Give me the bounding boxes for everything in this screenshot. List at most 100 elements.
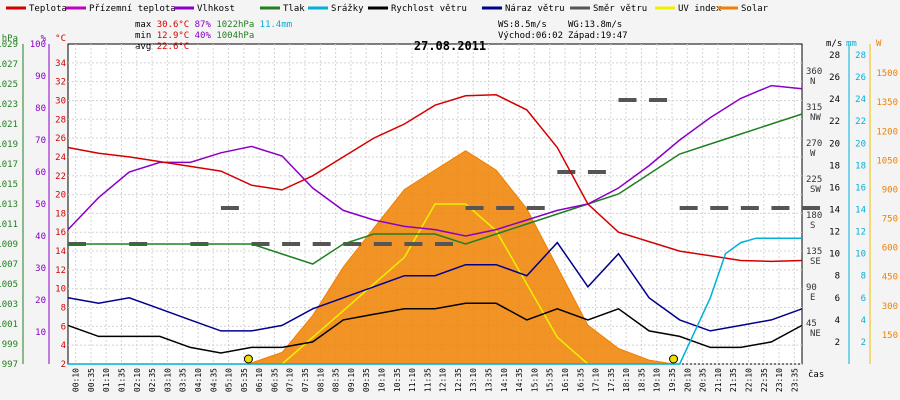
humidity-axis-tick: 70 (35, 136, 46, 146)
x-tick-label: 15:10 (530, 368, 539, 392)
temperature-axis-tick: 14 (55, 247, 66, 257)
x-tick-label: 15:35 (546, 368, 555, 392)
wind-axis-tick: 18 (829, 161, 840, 171)
series-wind-direction-mark (526, 206, 545, 210)
rain-axis-tick: 4 (861, 316, 866, 326)
x-tick-label: 13:10 (469, 368, 478, 392)
humidity-axis-tick: 100 (30, 40, 46, 50)
series-wind-direction-mark (404, 242, 423, 246)
x-tick-label: 09:10 (347, 368, 356, 392)
legend-label: Srážky (331, 4, 364, 14)
stats-max: max 30.6°C 87% 1022hPa 11.4mm (135, 20, 292, 30)
temperature-axis-tick: 16 (55, 228, 66, 238)
solar-axis-tick: 900 (882, 185, 898, 195)
x-axis-unit: čas (808, 369, 824, 380)
x-tick-label: 22:35 (760, 368, 769, 392)
temperature-axis-tick: 4 (61, 341, 66, 351)
legend-label: Náraz větru (505, 4, 565, 14)
x-tick-label: 12:10 (439, 368, 448, 392)
direction-tick: 360 (806, 67, 822, 77)
legend-label: Rychlost větru (391, 4, 467, 14)
stats-block: max 30.6°C 87% 1022hPa 11.4mm min 12.9°C… (135, 20, 628, 52)
stat-wind-gust: WG:13.8m/s (568, 20, 622, 30)
solar-axis-tick: 600 (882, 244, 898, 254)
series-wind-direction-mark (710, 206, 729, 210)
x-tick-label: 03:10 (163, 368, 172, 392)
x-tick-label: 18:10 (622, 368, 631, 392)
pressure-axis-tick: 997 (2, 360, 18, 370)
wind-axis-tick: 26 (829, 73, 840, 83)
legend: Teplota Přízemní teplota Vlhkost Tlak Srážky… (6, 4, 769, 14)
x-tick-label: 07:10 (286, 368, 295, 392)
x-tick-label: 06:10 (255, 368, 264, 392)
humidity-axis-tick: 20 (35, 296, 46, 306)
legend-label: Přízemní teplota (89, 4, 176, 14)
x-tick-label: 04:35 (209, 368, 218, 392)
temperature-axis-tick: 18 (55, 209, 66, 219)
series-wind-direction-mark (251, 242, 270, 246)
direction-label: E (810, 293, 815, 303)
sunrise-marker (243, 354, 253, 364)
series-solar (248, 150, 674, 365)
x-tick-label: 11:10 (408, 368, 417, 392)
legend-label: Teplota (29, 4, 67, 14)
solar-axis-tick: 1050 (876, 156, 898, 166)
wind-axis-tick: 2 (835, 338, 840, 348)
direction-tick: 270 (806, 139, 822, 149)
legend-label: Tlak (283, 4, 305, 14)
direction-tick: 315 (806, 103, 822, 113)
x-tick-label: 23:35 (790, 368, 799, 392)
x-tick-label: 16:35 (576, 368, 585, 392)
rain-axis-tick: 8 (861, 272, 866, 282)
pressure-axis-tick: 1029 (0, 40, 18, 50)
temperature-axis-tick: 24 (55, 153, 66, 163)
wind-axis-unit: m/s (826, 39, 842, 49)
series-wind-direction-mark (435, 242, 453, 246)
series-wind-direction-mark (618, 98, 637, 102)
x-tick-label: 02:10 (133, 368, 142, 392)
humidity-axis-tick: 60 (35, 168, 46, 178)
pressure-axis-tick: 1027 (0, 60, 18, 70)
humidity-axis-tick: 90 (35, 72, 46, 82)
x-tick-label: 00:35 (87, 368, 96, 392)
direction-tick: 225 (806, 175, 822, 185)
series-wind-direction-mark (587, 170, 606, 174)
temperature-axis-tick: 12 (55, 266, 66, 276)
series-wind-direction-mark (282, 242, 301, 246)
wind-axis-tick: 20 (829, 139, 840, 149)
temperature-axis-tick: 26 (55, 134, 66, 144)
direction-label: SW (810, 185, 821, 195)
stats-min: min 12.9°C 40% 1004hPa (135, 31, 254, 41)
rain-axis-tick: 28 (855, 51, 866, 61)
solar-axis-tick: 750 (882, 215, 898, 225)
legend-label: Solar (741, 4, 769, 14)
x-tick-label: 23:10 (775, 368, 784, 392)
series-pressure (68, 113, 803, 265)
wind-axis-tick: 16 (829, 183, 840, 193)
legend-label: Vlhkost (197, 4, 235, 14)
wind-axis-tick: 24 (829, 95, 840, 105)
rain-axis-tick: 26 (855, 73, 866, 83)
series-wind-direction-mark (496, 206, 515, 210)
temperature-axis-tick: 30 (55, 96, 66, 106)
x-axis: 00:10 00:35 01:10 01:35 02:10 02:35 03:10 03:35… (72, 368, 825, 392)
x-tick-label: 22:10 (744, 368, 753, 392)
series-wind-direction-mark (557, 170, 576, 174)
x-tick-label: 07:35 (301, 368, 310, 392)
series-uv-index (281, 203, 589, 365)
humidity-axis-tick: 50 (35, 200, 46, 210)
x-tick-label: 10:10 (377, 368, 386, 392)
x-tick-label: 04:10 (194, 368, 203, 392)
solar-axis-tick: 1500 (876, 69, 898, 79)
series-wind-direction-mark (465, 206, 484, 210)
left-axes: hPa9979991001100310051007100910111013101… (0, 34, 66, 370)
stats-avg: avg 22.6°C (135, 42, 189, 52)
x-tick-label: 17:35 (607, 368, 616, 392)
series-wind-direction-mark (740, 206, 759, 210)
